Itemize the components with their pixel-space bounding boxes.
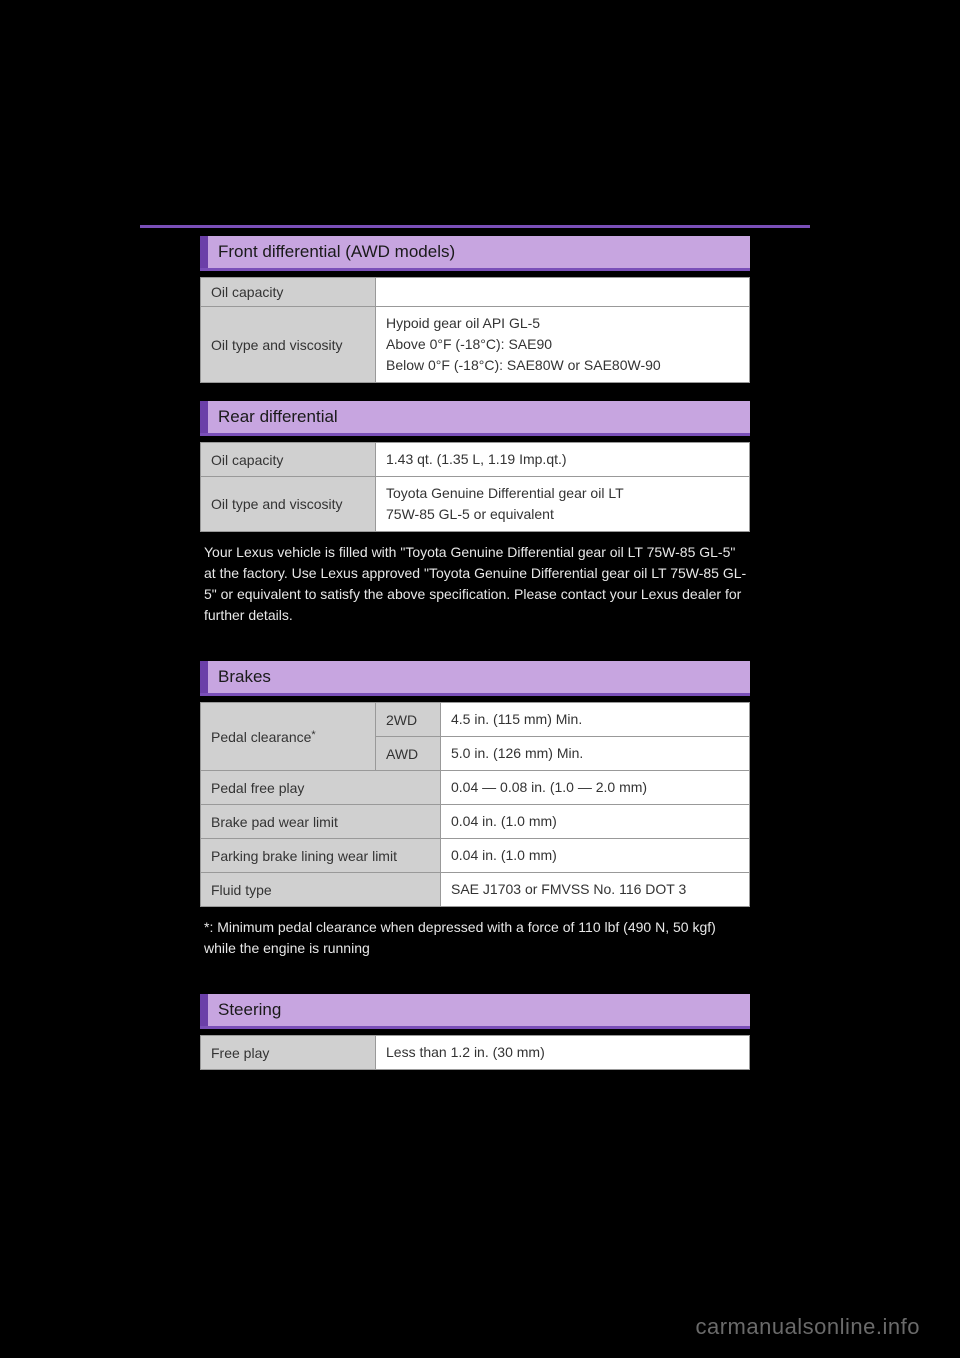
- label-oil-capacity: Oil capacity: [201, 278, 376, 307]
- section-front-differential: Front differential (AWD models) Oil capa…: [200, 236, 750, 383]
- table-row: Oil capacity 1.43 qt. (1.35 L, 1.19 Imp.…: [201, 443, 750, 477]
- label-pedal-free-play: Pedal free play: [201, 771, 441, 805]
- table-row: Oil type and viscosity Hypoid gear oil A…: [201, 307, 750, 383]
- section-title-brakes: Brakes: [200, 661, 750, 693]
- table-row: Oil type and viscosity Toyota Genuine Di…: [201, 477, 750, 532]
- label-awd: AWD: [376, 737, 441, 771]
- label-parking-brake: Parking brake lining wear limit: [201, 839, 441, 873]
- value-fluid-type: SAE J1703 or FMVSS No. 116 DOT 3: [441, 873, 750, 907]
- oil-type-line2: 75W-85 GL-5 or equivalent: [386, 506, 554, 522]
- section-title-steering: Steering: [200, 994, 750, 1026]
- value-2wd: 4.5 in. (115 mm) Min.: [441, 703, 750, 737]
- watermark-text: carmanualsonline.info: [695, 1314, 920, 1340]
- section-underline: [200, 693, 750, 696]
- section-brakes: Brakes Pedal clearance* 2WD 4.5 in. (115…: [200, 661, 750, 959]
- section-underline: [200, 433, 750, 436]
- value-awd: 5.0 in. (126 mm) Min.: [441, 737, 750, 771]
- label-free-play: Free play: [201, 1036, 376, 1070]
- section-underline: [200, 1026, 750, 1029]
- value-pedal-free-play: 0.04 — 0.08 in. (1.0 — 2.0 mm): [441, 771, 750, 805]
- pedal-clearance-text: Pedal clearance: [211, 729, 311, 745]
- value-oil-type: Hypoid gear oil API GL-5 Above 0°F (-18°…: [376, 307, 750, 383]
- value-parking-brake: 0.04 in. (1.0 mm): [441, 839, 750, 873]
- label-brake-pad: Brake pad wear limit: [201, 805, 441, 839]
- section-rear-differential: Rear differential Oil capacity 1.43 qt. …: [200, 401, 750, 626]
- table-row: Pedal clearance* 2WD 4.5 in. (115 mm) Mi…: [201, 703, 750, 737]
- asterisk-icon: *: [311, 729, 315, 741]
- value-free-play: Less than 1.2 in. (30 mm): [376, 1036, 750, 1070]
- table-row: Fluid type SAE J1703 or FMVSS No. 116 DO…: [201, 873, 750, 907]
- front-diff-table: Oil capacity Oil type and viscosity Hypo…: [200, 277, 750, 383]
- value-brake-pad: 0.04 in. (1.0 mm): [441, 805, 750, 839]
- table-row: Pedal free play 0.04 — 0.08 in. (1.0 — 2…: [201, 771, 750, 805]
- label-fluid-type: Fluid type: [201, 873, 441, 907]
- section-title-rear-diff: Rear differential: [200, 401, 750, 433]
- label-oil-type: Oil type and viscosity: [201, 477, 376, 532]
- brakes-note: *: Minimum pedal clearance when depresse…: [200, 917, 750, 959]
- oil-type-line3: Below 0°F (-18°C): SAE80W or SAE80W-90: [386, 357, 661, 373]
- section-steering: Steering Free play Less than 1.2 in. (30…: [200, 994, 750, 1070]
- steering-table: Free play Less than 1.2 in. (30 mm): [200, 1035, 750, 1070]
- top-divider: [140, 225, 810, 228]
- table-row: Free play Less than 1.2 in. (30 mm): [201, 1036, 750, 1070]
- oil-type-line2: Above 0°F (-18°C): SAE90: [386, 336, 552, 352]
- label-oil-capacity: Oil capacity: [201, 443, 376, 477]
- section-underline: [200, 268, 750, 271]
- value-oil-capacity: 1.43 qt. (1.35 L, 1.19 Imp.qt.): [376, 443, 750, 477]
- table-row: Brake pad wear limit 0.04 in. (1.0 mm): [201, 805, 750, 839]
- label-oil-type: Oil type and viscosity: [201, 307, 376, 383]
- label-2wd: 2WD: [376, 703, 441, 737]
- value-oil-capacity: [376, 278, 750, 307]
- page-content: Front differential (AWD models) Oil capa…: [0, 0, 960, 1070]
- label-pedal-clearance: Pedal clearance*: [201, 703, 376, 771]
- rear-diff-note: Your Lexus vehicle is filled with "Toyot…: [200, 542, 750, 626]
- rear-diff-table: Oil capacity 1.43 qt. (1.35 L, 1.19 Imp.…: [200, 442, 750, 532]
- oil-type-line1: Toyota Genuine Differential gear oil LT: [386, 485, 624, 501]
- brakes-table: Pedal clearance* 2WD 4.5 in. (115 mm) Mi…: [200, 702, 750, 907]
- table-row: Oil capacity: [201, 278, 750, 307]
- section-title-front-diff: Front differential (AWD models): [200, 236, 750, 268]
- oil-type-line1: Hypoid gear oil API GL-5: [386, 315, 540, 331]
- table-row: Parking brake lining wear limit 0.04 in.…: [201, 839, 750, 873]
- value-oil-type: Toyota Genuine Differential gear oil LT …: [376, 477, 750, 532]
